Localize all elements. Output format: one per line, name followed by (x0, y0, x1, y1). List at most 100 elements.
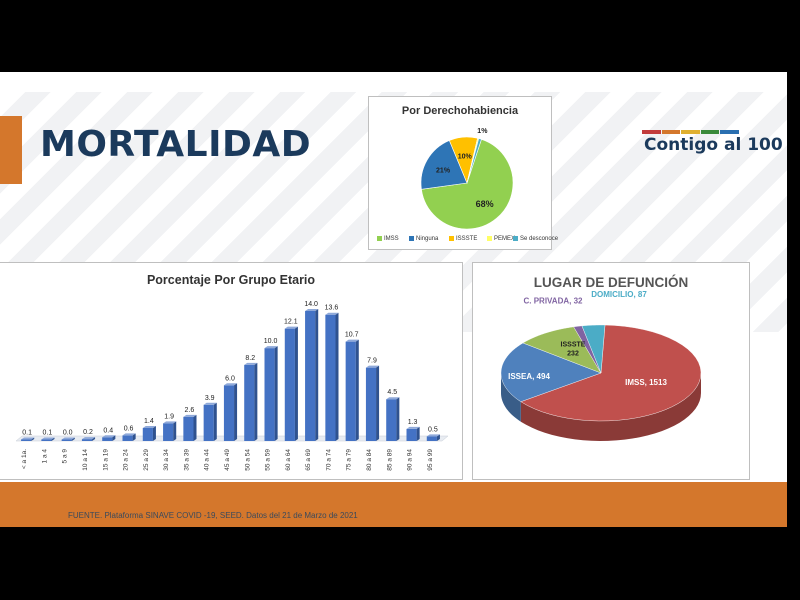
bar-value-label: 0.1 (22, 430, 32, 437)
x-tick-label: 50 a 54 (244, 449, 251, 471)
lugar-defuncion-pie: IMSS, 1513 ISSEA, 494 ISSSTE 232 C. PRIVADA,… (500, 290, 702, 441)
bar-value-label: 0.5 (428, 426, 438, 433)
bar-side (335, 312, 339, 441)
x-tick-label: 40 a 44 (204, 449, 211, 471)
legend-item: Ninguna (409, 236, 438, 242)
bar-top (21, 437, 35, 440)
bar-value-label: 0.2 (83, 429, 93, 436)
screen-edge (787, 72, 800, 527)
bar-value-label: 3.9 (205, 395, 215, 402)
bar (102, 437, 113, 441)
pie-slice (421, 138, 514, 230)
bar-value-label: 12.1 (284, 319, 298, 326)
bar (203, 404, 214, 441)
bar-side (416, 426, 420, 441)
bar-side (234, 383, 238, 441)
bar-top (223, 383, 238, 386)
x-tick-label: 10 a 14 (82, 449, 89, 471)
bar-top (426, 434, 440, 437)
bar (81, 439, 93, 441)
bar (21, 439, 32, 441)
chart-title: Por Derechohabiencia (401, 105, 519, 117)
bar-value-label: 0.4 (103, 427, 113, 434)
x-tick-label: 80 a 84 (366, 449, 373, 471)
bar-value-label: 1.4 (144, 418, 154, 425)
bar-top (163, 421, 177, 424)
logo-bar (661, 130, 681, 134)
bar-side (92, 437, 96, 441)
legend-label: IMSS (384, 236, 399, 243)
bar (406, 428, 417, 441)
bar-top (386, 397, 400, 400)
bar-top (244, 362, 258, 365)
bar (183, 416, 194, 441)
bar (365, 367, 377, 441)
x-tick-label: 1 a 4 (41, 449, 48, 464)
bar-value-label: 6.0 (225, 375, 235, 382)
pie-slice-label: 68% (476, 199, 494, 209)
pie-slice (466, 138, 482, 184)
x-tick-label: 15 a 19 (102, 449, 109, 471)
bar-value-label: 1.3 (408, 419, 418, 426)
bar-side (355, 339, 359, 441)
bar-side (31, 437, 35, 441)
legend-swatch (377, 236, 382, 241)
bar-value-label: 7.9 (367, 358, 377, 365)
pie-slice-label: 10% (458, 153, 473, 160)
x-tick-label: 55 a 59 (265, 449, 272, 471)
source-note: FUENTE. Plataforma SINAVE COVID -19, SEE… (68, 511, 358, 520)
x-tick-label: 75 a 79 (346, 449, 353, 471)
pie-slice (500, 342, 602, 402)
bar (244, 364, 255, 441)
bar (142, 428, 153, 441)
x-tick-label: 90 a 94 (407, 449, 414, 471)
legend-label: ISSSTE (456, 236, 478, 243)
pie-slice-label: 232 (567, 351, 579, 358)
lugar-defuncion-chart: LUGAR DE DEFUNCIÓN IMSS, 1513 ISSEA, 494 I… (472, 262, 750, 480)
bar-top (284, 326, 298, 329)
derechohabiencia-chart: Por Derechohabiencia 68% 21% 10% 1% IMSS Nin… (368, 96, 558, 250)
bar-top (406, 426, 420, 429)
bar (122, 435, 133, 441)
bar-side (254, 362, 258, 441)
x-tick-label: < a 1a. (21, 449, 28, 469)
bar (61, 439, 72, 441)
x-tick-label: 25 a 29 (143, 449, 150, 471)
x-tick-label: 35 a 39 (183, 449, 190, 471)
bar-top (41, 437, 55, 440)
bar-side (274, 346, 278, 441)
bar-value-label: 4.5 (387, 389, 397, 396)
legend-label: PEMEX (494, 236, 516, 243)
bar-side (152, 426, 156, 441)
bar-side (436, 434, 440, 441)
logo-text: Contigo al 100 (644, 135, 783, 155)
bar-side (112, 435, 116, 441)
bar (345, 341, 356, 441)
bar-value-label: 14.0 (304, 301, 318, 308)
bar (264, 348, 275, 441)
logo-bar (720, 130, 739, 134)
bar-side (132, 433, 136, 441)
logo-bar (681, 130, 700, 134)
bar-value-label: 13.6 (325, 305, 339, 312)
chart-title: LUGAR DE DEFUNCIÓN (533, 275, 689, 290)
bar-top (203, 402, 217, 405)
bar-side (71, 437, 75, 441)
bar-side (376, 365, 380, 441)
bar (223, 385, 235, 441)
x-tick-label: 20 a 24 (123, 449, 130, 471)
accent-bar (0, 116, 22, 184)
bar-top (305, 309, 319, 311)
bar-top (81, 437, 96, 440)
bar-value-label: 10.0 (264, 338, 278, 345)
legend-item: Se desconoce (513, 236, 558, 242)
bar-side (193, 414, 197, 441)
pie-slice-side (501, 373, 521, 422)
bar-value-label: 10.7 (345, 332, 359, 339)
pie-slice-label: DOMICILIO, 87 (591, 290, 647, 299)
pie-slice-label: IMSS, 1513 (625, 378, 667, 387)
pie-slice-side (520, 373, 701, 441)
bar-side (315, 309, 319, 441)
pie-slice (573, 325, 602, 374)
bar-top (142, 426, 156, 428)
